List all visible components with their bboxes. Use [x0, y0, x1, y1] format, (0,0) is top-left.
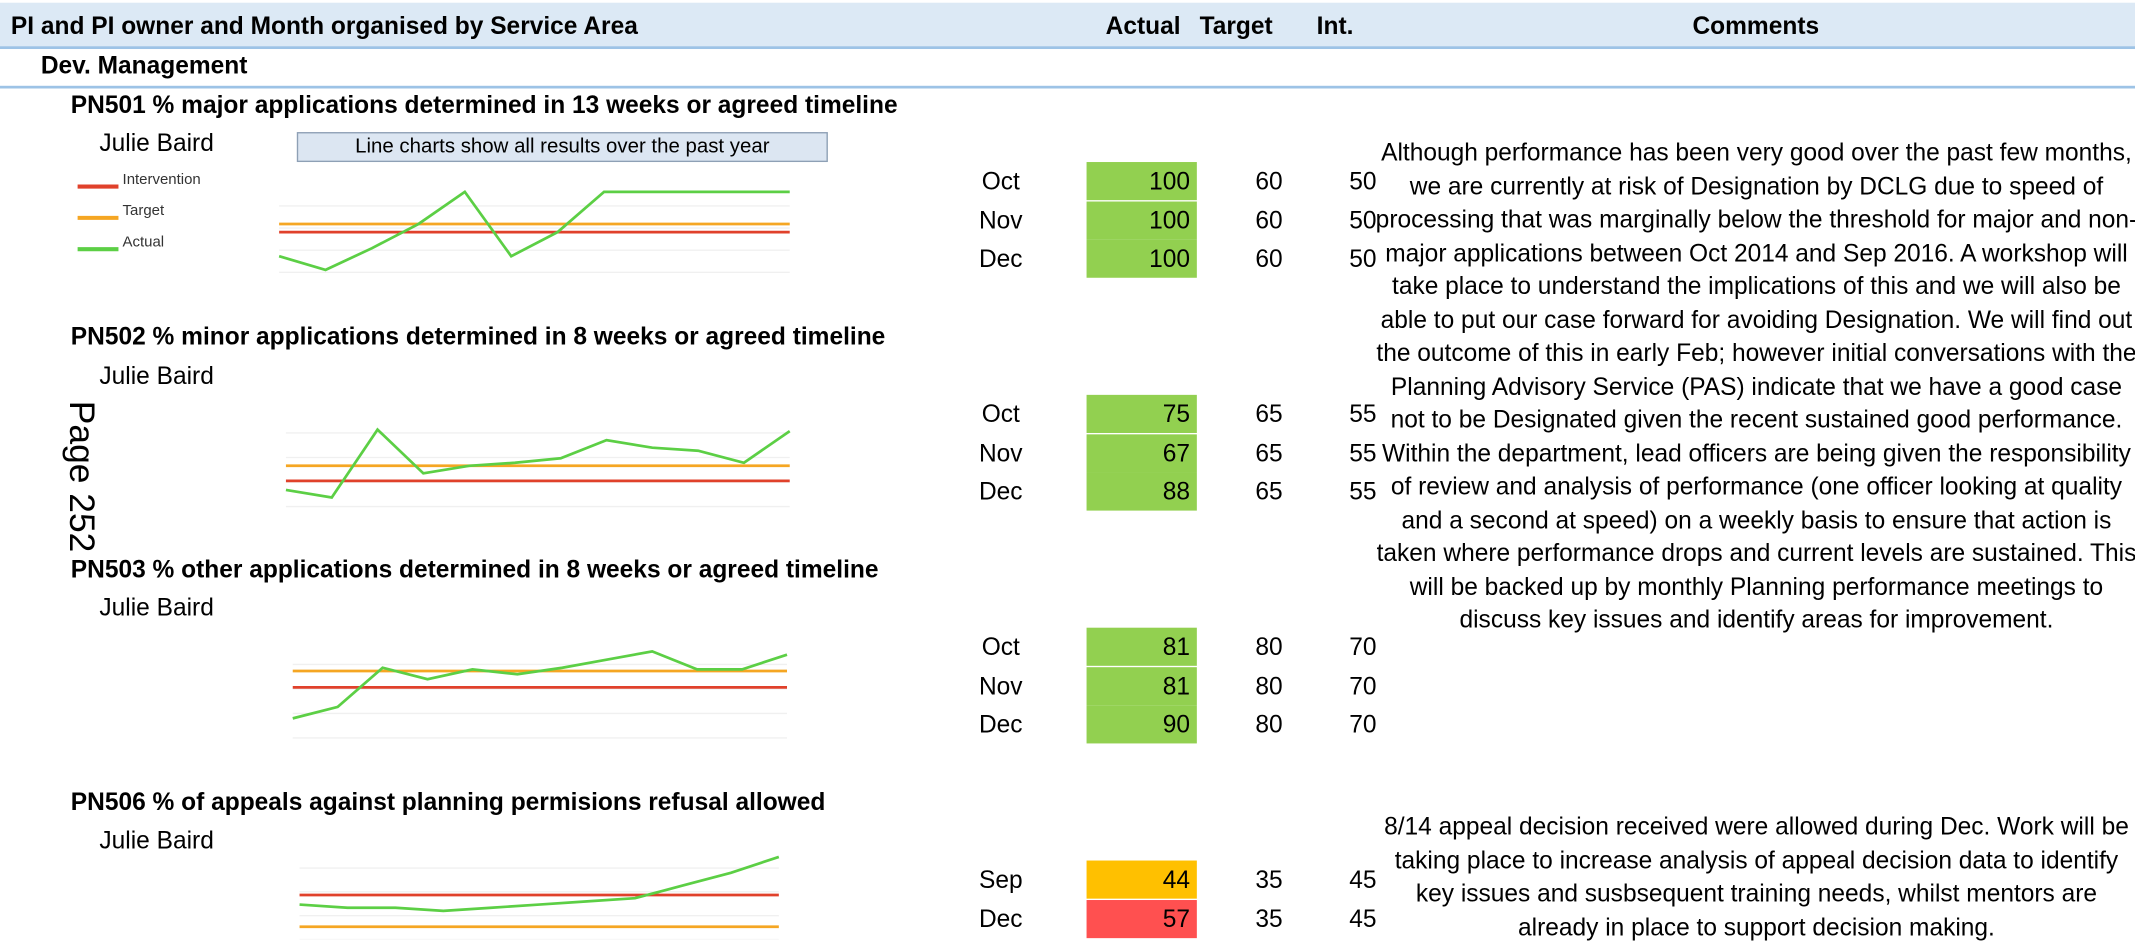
sparkline	[278, 189, 790, 272]
actual: 100	[1149, 245, 1191, 273]
pi-owner: Julie Baird	[99, 362, 214, 390]
month: Dec	[978, 245, 1023, 273]
month: Nov	[978, 439, 1023, 467]
month: Nov	[978, 206, 1023, 234]
target: 65	[1255, 477, 1283, 506]
month: Dec	[978, 477, 1023, 506]
actual: 100	[1149, 206, 1191, 234]
col-comments: Comments	[1692, 12, 1820, 40]
int: 45	[1349, 904, 1377, 933]
actual-cell	[1086, 899, 1197, 938]
int: 55	[1349, 477, 1377, 506]
pi-title: PN503 % other applications determined in…	[70, 555, 879, 583]
comment-paragraph: 8/14 appeal decision received were allow…	[1384, 812, 2129, 941]
chart-note: Line charts show all results over the pa…	[296, 132, 828, 163]
pi-title: PN501 % major applications determined in…	[70, 91, 898, 119]
actual-cell	[1086, 394, 1197, 433]
actual-cell	[1086, 666, 1197, 705]
target: 80	[1255, 633, 1283, 661]
sparkline	[299, 855, 780, 913]
sparkline	[285, 427, 791, 499]
actual: 44	[1162, 865, 1191, 894]
pi-owner: Julie Baird	[99, 129, 214, 157]
comments: Although performance has been very good …	[1375, 136, 2135, 636]
legend-label: Target	[123, 202, 165, 219]
month: Nov	[978, 671, 1023, 700]
legend-label: Intervention	[123, 171, 201, 188]
actual-cell	[1086, 705, 1197, 744]
int: 55	[1349, 439, 1377, 467]
int: 70	[1349, 633, 1377, 661]
month: Sep	[978, 865, 1023, 894]
target: 35	[1255, 904, 1283, 933]
target: 80	[1255, 671, 1283, 700]
col-actual: Actual	[1105, 12, 1181, 40]
header-band	[0, 2, 2135, 50]
comments: 8/14 appeal decision received were allow…	[1375, 810, 2135, 943]
legend-label: Actual	[123, 233, 165, 250]
int: 70	[1349, 710, 1377, 738]
int: 55	[1349, 400, 1377, 428]
int: 50	[1349, 245, 1377, 273]
section-rule	[0, 85, 2135, 89]
target: 60	[1255, 206, 1283, 234]
int: 50	[1349, 206, 1377, 234]
int: 70	[1349, 671, 1377, 700]
month: Dec	[978, 904, 1023, 933]
header-title: PI and PI owner and Month organised by S…	[10, 12, 638, 40]
actual: 90	[1162, 710, 1191, 738]
comment-paragraph: Within the department, lead officers are…	[1376, 439, 2135, 634]
month: Dec	[978, 710, 1023, 738]
pi-owner: Julie Baird	[99, 593, 214, 621]
target: 80	[1255, 710, 1283, 738]
actual: 88	[1162, 477, 1191, 506]
actual-cell	[1086, 627, 1197, 666]
section-title: Dev. Management	[40, 51, 248, 79]
actual-cell	[1086, 200, 1197, 239]
month: Oct	[981, 633, 1020, 661]
actual-cell	[1086, 162, 1197, 201]
actual: 75	[1162, 400, 1191, 428]
actual: 100	[1149, 167, 1191, 195]
actual: 67	[1162, 439, 1191, 467]
sparkline	[292, 649, 788, 720]
int: 45	[1349, 865, 1377, 894]
month: Oct	[981, 167, 1020, 195]
target: 35	[1255, 865, 1283, 894]
col-int: Int.	[1316, 12, 1354, 40]
target: 60	[1255, 245, 1283, 273]
actual-cell	[1086, 433, 1197, 472]
pi-title: PN502 % minor applications determined in…	[70, 322, 886, 350]
actual: 81	[1162, 671, 1191, 700]
pi-title: PN506 % of appeals against planning perm…	[70, 788, 826, 816]
col-target: Target	[1199, 12, 1273, 40]
actual-cell	[1086, 860, 1197, 899]
target: 65	[1255, 439, 1283, 467]
target: 60	[1255, 167, 1283, 195]
target: 65	[1255, 400, 1283, 428]
actual: 81	[1162, 633, 1191, 661]
pi-owner: Julie Baird	[99, 826, 214, 854]
actual: 57	[1162, 904, 1191, 933]
int: 50	[1349, 167, 1377, 195]
comment-paragraph: Although performance has been very good …	[1375, 138, 2135, 433]
actual-cell	[1086, 239, 1197, 278]
actual-cell	[1086, 472, 1197, 511]
month: Oct	[981, 400, 1020, 428]
